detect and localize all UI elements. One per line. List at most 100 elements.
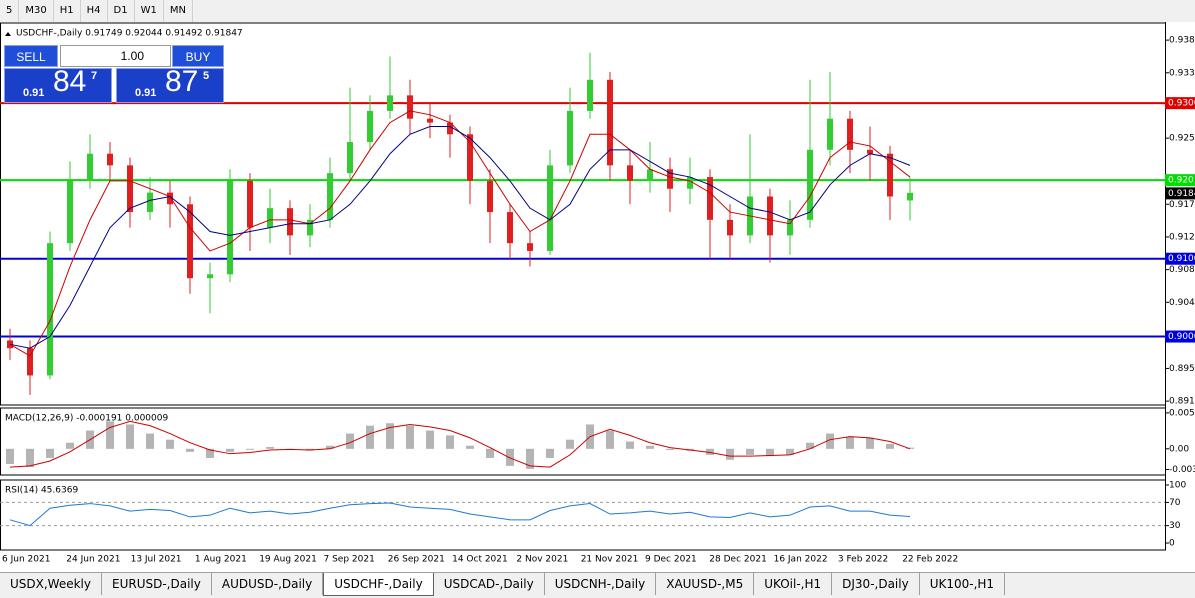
- sell-button[interactable]: SELL: [4, 45, 58, 67]
- candle-body: [527, 243, 533, 251]
- y-tick-label: 0.8959: [1169, 364, 1195, 374]
- timeframe-button[interactable]: MN: [164, 0, 193, 22]
- macd-bar: [786, 448, 794, 455]
- y-tick-label: 70: [1169, 498, 1181, 508]
- y-tick-label: 0: [1169, 539, 1175, 549]
- candle-body: [467, 134, 473, 181]
- rsi-line: [9, 502, 911, 527]
- y-tick-label: 0.9381: [1169, 36, 1195, 46]
- macd-bar: [66, 442, 74, 449]
- chart-tab[interactable]: AUDUSD-,Daily: [212, 573, 324, 595]
- macd-bar: [846, 436, 854, 449]
- candle-body: [47, 243, 53, 376]
- macd-bar: [166, 439, 174, 449]
- macd-bar: [486, 448, 494, 458]
- candle-body: [67, 180, 73, 244]
- candle-body: [187, 204, 193, 279]
- candle-body: [707, 177, 713, 220]
- bid-price[interactable]: 0.91 84 7: [4, 65, 112, 103]
- chart-tab[interactable]: USDCHF-,Daily: [323, 573, 434, 596]
- candle-body: [507, 212, 513, 244]
- chart-tab[interactable]: UK100-,H1: [920, 573, 1006, 595]
- current-price-box: [1165, 187, 1195, 200]
- y-tick-label: 0.0059: [1169, 408, 1195, 418]
- chart-tab[interactable]: UKOil-,H1: [754, 573, 833, 595]
- y-tick-label: 0.9044: [1169, 298, 1195, 308]
- line-price-box: [1165, 330, 1195, 343]
- macd-bar: [766, 448, 774, 457]
- chart-tab[interactable]: USDCNH-,Daily: [545, 573, 657, 595]
- timeframe-button[interactable]: H1: [54, 0, 81, 22]
- macd-bar: [526, 448, 534, 469]
- candle-body: [327, 173, 333, 220]
- ask-price[interactable]: 0.91 87 5: [116, 65, 224, 103]
- x-tick-label: 7 Sep 2021: [324, 555, 375, 565]
- x-tick-label: 19 Aug 2021: [259, 555, 317, 565]
- macd-bar: [6, 448, 14, 465]
- candle-body: [147, 192, 153, 213]
- macd-bar: [646, 445, 654, 449]
- timeframe-button[interactable]: H4: [81, 0, 108, 22]
- timeframe-button[interactable]: 5: [0, 0, 20, 22]
- chart-tab[interactable]: USDX,Weekly: [0, 573, 102, 595]
- candle-body: [107, 153, 113, 166]
- macd-bar: [866, 437, 874, 449]
- candle-body: [667, 169, 673, 189]
- macd-bar: [186, 448, 194, 452]
- macd-bar: [606, 430, 614, 449]
- candle-body: [247, 180, 253, 228]
- buy-button[interactable]: BUY: [172, 45, 224, 67]
- macd-bar: [106, 421, 114, 449]
- candle-body: [267, 208, 273, 228]
- chart-tab[interactable]: USDCAD-,Daily: [434, 573, 545, 595]
- x-tick-label: 1 Aug 2021: [195, 555, 247, 565]
- chart-tabs: USDX,Weekly EURUSD-,Daily AUDUSD-,Daily USD…: [0, 572, 1195, 598]
- macd-bar: [826, 433, 834, 449]
- candle-body: [647, 169, 653, 181]
- macd-bar: [446, 435, 454, 449]
- macd-bar: [246, 448, 254, 450]
- candle-body: [427, 118, 433, 123]
- macd-bar: [506, 448, 514, 466]
- candle-body: [367, 110, 373, 143]
- line-price-box: [1165, 174, 1195, 187]
- macd-bar: [386, 423, 394, 449]
- bid-big: 84: [53, 65, 87, 98]
- macd-bar: [886, 443, 894, 449]
- chart-tab[interactable]: DJ30-,Daily: [832, 573, 920, 595]
- bid-prefix: 0.91: [23, 87, 45, 99]
- candle-body: [387, 95, 393, 111]
- candle-body: [407, 95, 413, 119]
- x-tick-label: 3 Feb 2022: [838, 555, 888, 565]
- candle-body: [887, 153, 893, 197]
- x-tick-label: 28 Dec 2021: [709, 555, 767, 565]
- ask-prefix: 0.91: [135, 87, 157, 99]
- timeframe-button[interactable]: D1: [108, 0, 135, 22]
- candle-body: [767, 196, 773, 236]
- trade-panel: SELL 1.00 BUY 0.91 84 7 0.91 87 5: [4, 45, 224, 103]
- macd-signal: [9, 420, 911, 468]
- timeframe-button[interactable]: M30: [19, 0, 54, 22]
- candle-body: [907, 192, 913, 201]
- macd-bar: [366, 425, 374, 449]
- x-tick-label: 24 Jun 2021: [66, 555, 120, 565]
- x-tick-label: 13 Jul 2021: [131, 555, 182, 565]
- chart-tab[interactable]: XAUUSD-,M5: [656, 573, 755, 595]
- macd-bar: [346, 433, 354, 449]
- line-price-box: [1165, 97, 1195, 110]
- x-tick-label: 26 Sep 2021: [388, 555, 445, 565]
- volume-input[interactable]: 1.00: [60, 45, 171, 67]
- macd-bar: [26, 448, 34, 468]
- chart-tab[interactable]: EURUSD-,Daily: [102, 573, 212, 595]
- ask-big: 87: [165, 65, 199, 98]
- macd-bar: [806, 442, 814, 449]
- y-tick-label: 0.00: [1169, 444, 1189, 454]
- timeframe-button[interactable]: W1: [135, 0, 164, 22]
- candle-body: [487, 180, 493, 213]
- candle-body: [87, 153, 93, 181]
- macd-bar: [426, 430, 434, 449]
- macd-bar: [746, 448, 754, 455]
